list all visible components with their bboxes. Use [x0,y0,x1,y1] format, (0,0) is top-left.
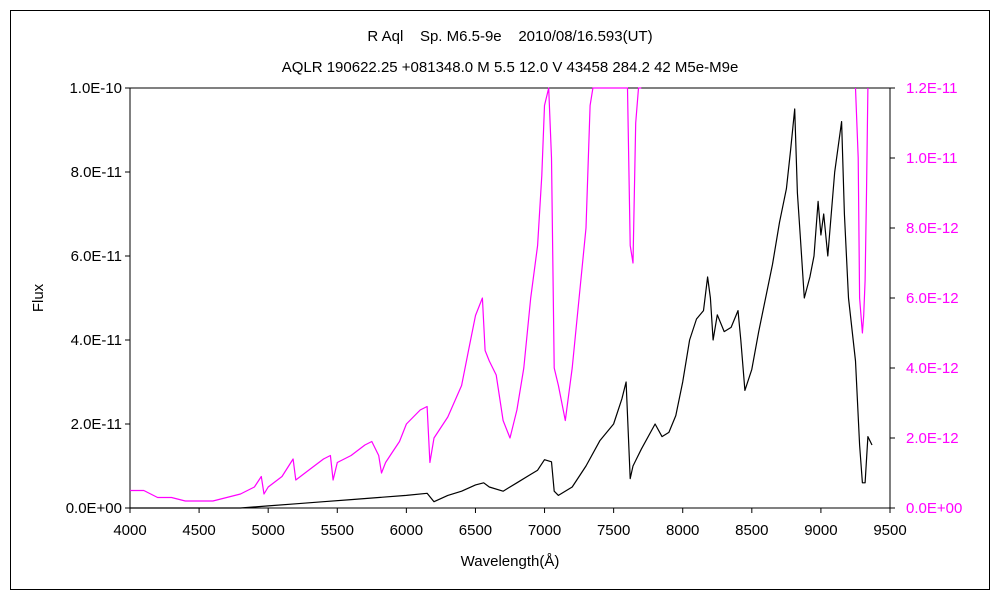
x-tick-label: 6500 [459,522,492,539]
y-tick-label: 6.0E-11 [71,248,122,265]
black-flux-series-0 [130,108,873,509]
x-tick-label: 8500 [735,522,768,539]
y2-tick-label: 1.2E-11 [906,80,957,97]
left-y-axis: 0.0E+00 2.0E-11 4.0E-11 6.0E-11 8.0E-11 1.0E-… [66,80,130,517]
x-tick-label: 4500 [182,522,215,539]
y-tick-label: 8.0E-11 [71,164,122,181]
x-tick-label: 9500 [873,522,906,539]
chart-title: R Aql Sp. M6.5-9e 2010/08/16.593(UT) [367,28,652,45]
y-tick-label: 1.0E-10 [69,80,122,97]
y2-tick-label: 0.0E+00 [906,500,962,517]
y2-tick-label: 2.0E-12 [906,430,959,447]
y-axis-label: Flux [30,283,47,312]
x-tick-label: 5500 [321,522,354,539]
y-tick-label: 0.0E+00 [66,500,122,517]
y2-tick-label: 1.0E-11 [906,150,957,167]
chart-subtitle: AQLR 190622.25 +081348.0 M 5.5 12.0 V 43… [282,59,739,76]
chart-border [10,10,990,590]
series-layer [130,87,873,509]
x-tick-label: 7500 [597,522,630,539]
y2-tick-label: 6.0E-12 [906,290,959,307]
x-tick-label: 8000 [666,522,699,539]
x-axis-label: Wavelength(Å) [461,553,560,570]
magenta-flux-series-2 [854,87,869,334]
x-tick-label: 9000 [804,522,837,539]
magenta-flux-series-1 [130,87,642,502]
y2-tick-label: 4.0E-12 [906,360,959,377]
y-tick-label: 4.0E-11 [71,332,122,349]
x-axis: 4000 4500 5000 5500 6000 6500 7000 7500 8000 8500… [113,508,907,539]
x-tick-label: 5000 [251,522,284,539]
x-tick-label: 6000 [390,522,423,539]
x-tick-label: 7000 [528,522,561,539]
y2-tick-label: 8.0E-12 [906,220,959,237]
x-tick-label: 4000 [113,522,146,539]
y-tick-label: 2.0E-11 [71,416,122,433]
right-y-axis: 0.0E+00 2.0E-12 4.0E-12 6.0E-12 8.0E-12 1.0E-… [890,80,962,517]
